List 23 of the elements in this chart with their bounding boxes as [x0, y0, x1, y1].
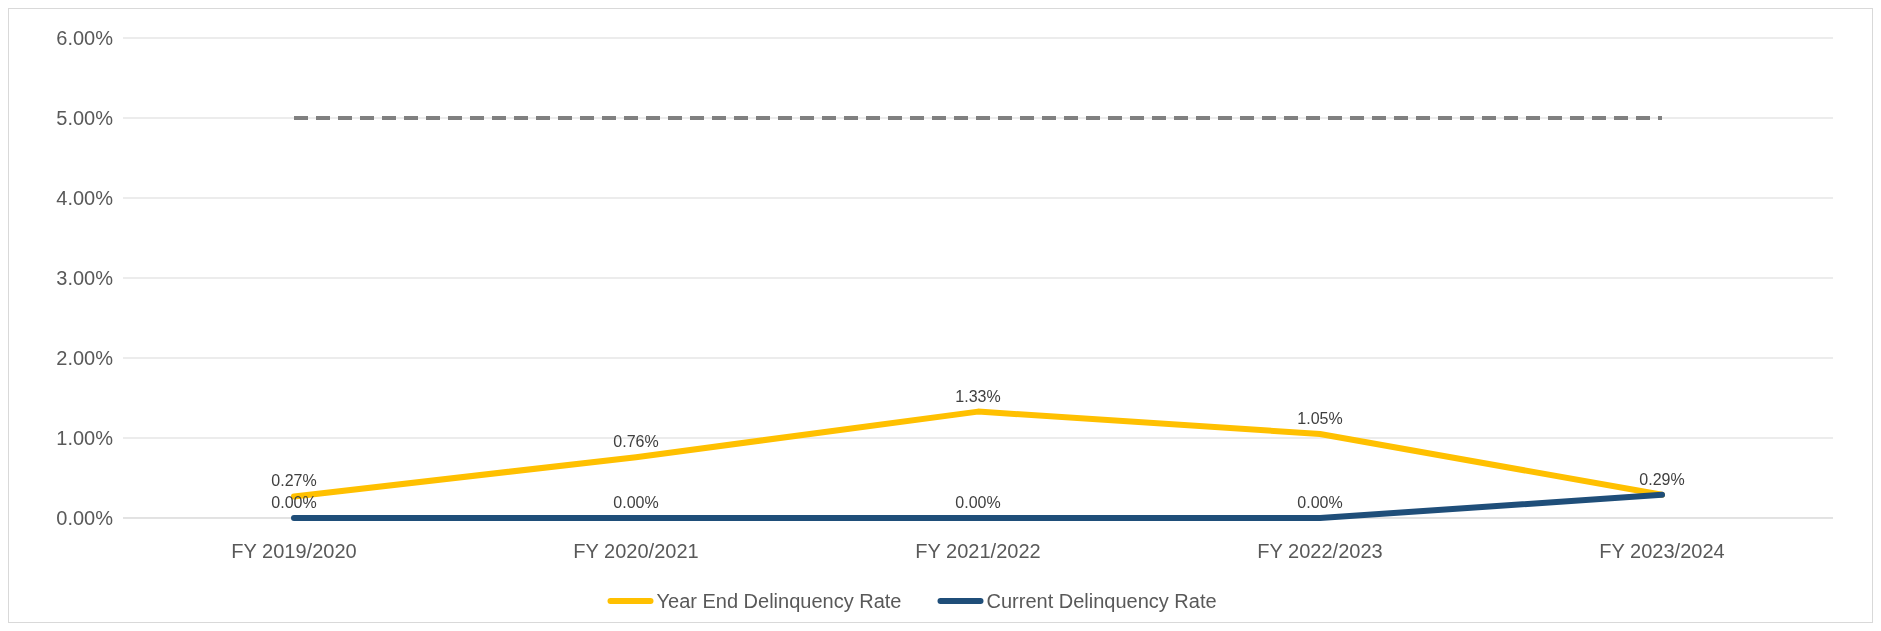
x-tick-label: FY 2021/2022	[915, 540, 1041, 562]
y-tick-label: 3.00%	[56, 267, 114, 289]
y-tick-label: 5.00%	[56, 107, 114, 129]
data-label: 0.00%	[271, 494, 317, 511]
x-tick-label: FY 2023/2024	[1599, 540, 1725, 562]
data-label: 0.76%	[613, 433, 659, 451]
data-label: 0.00%	[613, 494, 659, 511]
x-tick-label: FY 2020/2021	[573, 540, 699, 562]
legend-label: Year End Delinquency Rate	[656, 590, 902, 612]
legend-label: Current Delinquency Rate	[986, 590, 1217, 612]
data-label: 1.33%	[955, 387, 1001, 405]
y-tick-label: 0.00%	[56, 507, 114, 529]
y-tick-label: 1.00%	[56, 427, 114, 449]
x-tick-label: FY 2022/2023	[1257, 540, 1383, 562]
data-label: 0.29%	[1639, 470, 1685, 488]
data-label: 1.05%	[1297, 410, 1343, 427]
y-tick-label: 2.00%	[56, 347, 114, 369]
y-tick-label: 4.00%	[56, 187, 114, 209]
data-label: 0.00%	[955, 494, 1001, 511]
data-label: 0.27%	[271, 472, 317, 490]
y-tick-label: 6.00%	[56, 27, 114, 49]
data-label: 0.00%	[1297, 494, 1343, 511]
x-tick-label: FY 2019/2020	[231, 540, 357, 562]
